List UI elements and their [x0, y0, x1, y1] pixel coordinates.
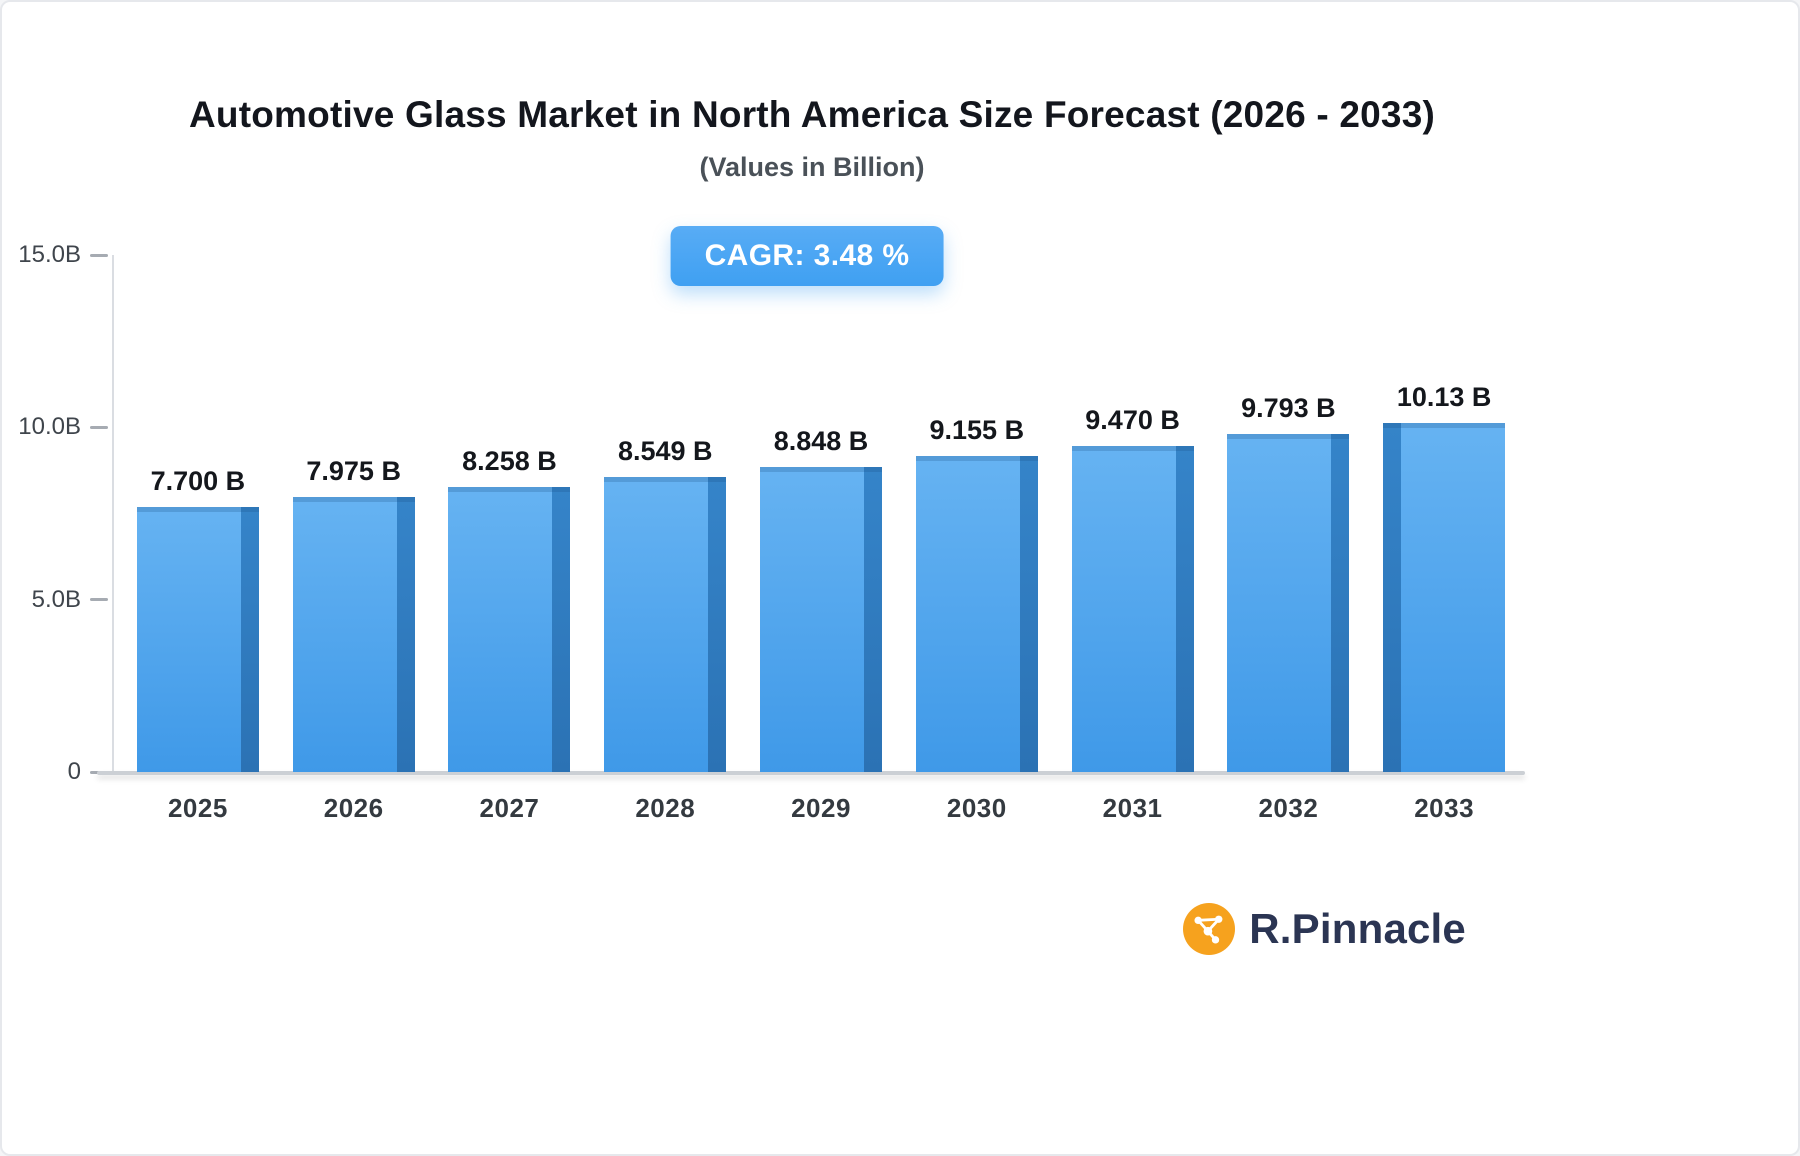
bar-group: 10.13 B 2033 [1366, 255, 1522, 823]
y-axis-tick-mark [90, 598, 108, 602]
bar-value-label: 7.975 B [306, 456, 401, 487]
x-axis-label: 2031 [1102, 793, 1163, 823]
y-axis-tick-mark [90, 253, 108, 257]
bar-group: 8.258 B 2027 [432, 255, 588, 823]
bar-group: 7.700 B 2025 [120, 255, 276, 823]
bar-front-face [915, 456, 1020, 772]
bar-group: 7.975 B 2026 [276, 255, 432, 823]
bar-front-face [1227, 434, 1332, 772]
y-axis-tick: 15.0B [2, 241, 108, 269]
bar-front-face [136, 506, 241, 772]
bar-side-face [1331, 434, 1350, 772]
bar-side-face [396, 497, 415, 772]
bar-front-face [760, 467, 865, 772]
y-axis-tick: 5.0B [2, 586, 108, 614]
y-axis-tick-label: 15.0B [18, 241, 81, 268]
bars-area: 7.700 B 2025 7.975 B 2026 8.258 B 2027 8.549 B… [120, 255, 1522, 823]
x-axis-label: 2028 [635, 793, 696, 823]
x-axis-label: 2027 [479, 793, 540, 823]
brand-logo: R.Pinnacle [1183, 903, 1466, 955]
bar-group: 8.848 B 2029 [743, 255, 899, 823]
bar [136, 506, 259, 772]
bar [915, 456, 1038, 772]
bar-group: 9.793 B 2032 [1210, 255, 1366, 823]
bar-side-face [1019, 456, 1038, 772]
bar [760, 467, 883, 772]
x-axis-label: 2025 [167, 793, 228, 823]
chart-subtitle: (Values in Billion) [699, 152, 925, 182]
bar-group: 9.470 B 2031 [1055, 255, 1211, 823]
bar-side-face [708, 477, 727, 772]
x-axis-label: 2032 [1258, 793, 1319, 823]
y-axis-tick-label: 0 [67, 758, 81, 785]
bar-value-label: 8.848 B [773, 426, 869, 457]
x-axis-label: 2029 [791, 793, 851, 823]
bar-front-face [604, 477, 709, 772]
chart-title: Automotive Glass Market in North America… [189, 94, 1435, 135]
y-axis-tick: 0 [2, 758, 108, 786]
bar [1071, 445, 1194, 772]
cagr-badge: CAGR: 3.48 % [670, 226, 944, 286]
bar-side-face [240, 506, 259, 772]
y-axis-tick-mark [90, 425, 108, 429]
y-axis-tick-label: 10.0B [18, 413, 81, 441]
network-icon [1183, 903, 1236, 955]
bar-value-label: 9.470 B [1085, 404, 1180, 435]
bar-front-face [1071, 445, 1176, 772]
x-axis-baseline [97, 771, 1525, 775]
bar-side-face [864, 467, 883, 772]
x-axis-label: 2033 [1414, 793, 1475, 823]
y-axis-tick-label: 5.0B [31, 585, 81, 613]
bar-value-label: 9.793 B [1241, 393, 1336, 424]
bar-value-label: 10.13 B [1396, 381, 1492, 412]
y-axis-line [112, 255, 114, 774]
bar [1227, 434, 1350, 772]
y-axis-tick: 10.0B [2, 413, 108, 441]
bar-value-label: 9.155 B [929, 415, 1025, 446]
brand-name: R.Pinnacle [1249, 905, 1466, 952]
bar-side-face [1383, 422, 1402, 772]
bar-side-face [552, 487, 571, 772]
bar-value-label: 8.549 B [617, 436, 713, 467]
bar-value-label: 7.700 B [150, 465, 246, 496]
bar-group: 8.549 B 2028 [587, 255, 743, 823]
bar-front-face [1401, 422, 1506, 772]
bar [292, 497, 415, 772]
x-axis-label: 2030 [946, 793, 1007, 823]
x-axis-label: 2026 [323, 793, 384, 823]
bar-group: 9.155 B 2030 [899, 255, 1055, 823]
bar-side-face [1175, 445, 1194, 772]
bar-front-face [292, 497, 397, 772]
bar-value-label: 8.258 B [462, 446, 557, 477]
bar [1383, 422, 1506, 772]
chart-header: Automotive Glass Market in North America… [2, 94, 1622, 183]
bar [604, 477, 727, 772]
bar [448, 487, 571, 772]
bar-front-face [448, 487, 553, 772]
